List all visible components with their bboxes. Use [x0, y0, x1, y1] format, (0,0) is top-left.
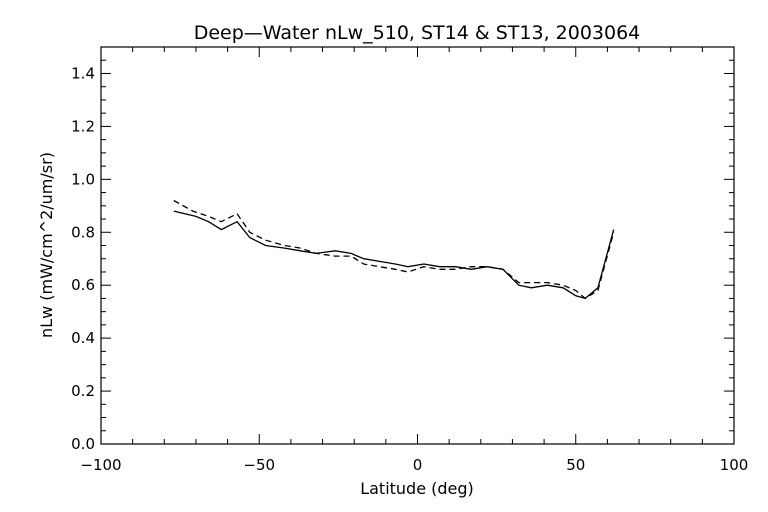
y-tick-label: 0.6 [71, 276, 95, 294]
y-tick-label: 0.0 [71, 435, 95, 453]
series-line-dashed [173, 199, 615, 300]
y-tick-label: 1.0 [71, 170, 95, 188]
y-tick-label: 0.4 [71, 329, 95, 347]
x-tick-label: 0 [413, 456, 423, 474]
series-layer [173, 199, 615, 300]
x-tick-label: 100 [720, 456, 749, 474]
series-line-solid [173, 210, 615, 300]
x-tick-label: −100 [80, 456, 121, 474]
x-tick-label: −50 [243, 456, 275, 474]
chart-title: Deep—Water nLw_510, ST14 & ST13, 2003064 [194, 22, 641, 44]
plot-frame [100, 46, 735, 445]
y-tick-label: 1.4 [71, 64, 95, 82]
y-tick-label: 0.2 [71, 382, 95, 400]
x-tick-label: 50 [566, 456, 585, 474]
y-tick-label: 1.2 [71, 117, 95, 135]
x-tick-labels: −100 −50 0 50 100 [80, 456, 748, 474]
y-tick-labels: 0.0 0.2 0.4 0.6 0.8 1.0 1.2 1.4 [71, 64, 95, 453]
x-axis-label: Latitude (deg) [360, 479, 474, 498]
y-axis-label: nLw (mW/cm^2/um/sr) [37, 152, 56, 338]
axis-ticks [100, 46, 735, 445]
y-tick-label: 0.8 [71, 223, 95, 241]
